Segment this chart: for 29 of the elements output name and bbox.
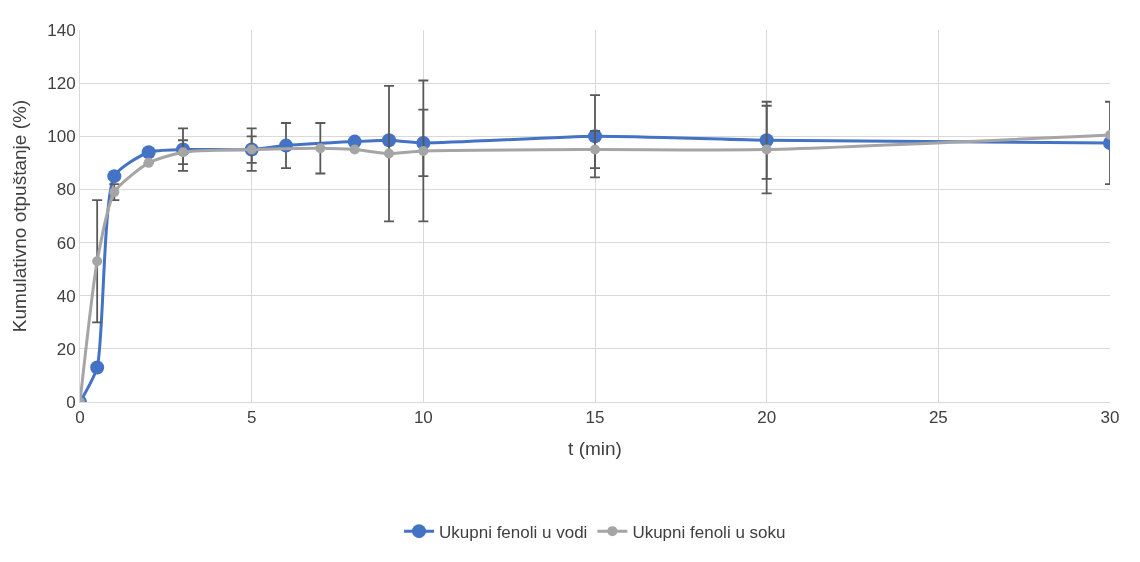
point bbox=[107, 169, 122, 184]
point bbox=[92, 256, 103, 267]
point bbox=[590, 144, 600, 155]
y-tick-label: 120 bbox=[47, 74, 76, 94]
point bbox=[141, 145, 156, 160]
x-axis-title: t (min) bbox=[568, 438, 622, 460]
x-tick-label: 25 bbox=[928, 408, 948, 428]
legend-label: Ukupni fenoli u soku bbox=[632, 522, 786, 542]
y-tick-label: 80 bbox=[56, 180, 76, 200]
point bbox=[761, 144, 772, 155]
x-tick-label: 5 bbox=[246, 408, 257, 428]
y-tick-label: 40 bbox=[56, 286, 76, 306]
x-tick-label: 20 bbox=[757, 408, 777, 428]
x-tick-label: 10 bbox=[413, 408, 433, 428]
point bbox=[349, 144, 360, 155]
point bbox=[315, 143, 326, 154]
legend-label: Ukupni fenoli u vodi bbox=[439, 522, 588, 542]
x-tick-label: 15 bbox=[585, 408, 605, 428]
y-tick-label: 20 bbox=[56, 339, 76, 359]
y-tick-label: 140 bbox=[47, 20, 76, 40]
point bbox=[143, 157, 154, 168]
x-tick-label: 30 bbox=[1100, 408, 1120, 428]
y-tick-label: 0 bbox=[66, 392, 76, 412]
point bbox=[178, 147, 188, 158]
point bbox=[418, 145, 429, 156]
y-tick-label: 100 bbox=[47, 127, 76, 147]
point bbox=[384, 148, 394, 159]
y-axis-title: Kumulativno otpuštanje (%) bbox=[9, 99, 31, 333]
y-tick-label: 60 bbox=[56, 233, 76, 253]
